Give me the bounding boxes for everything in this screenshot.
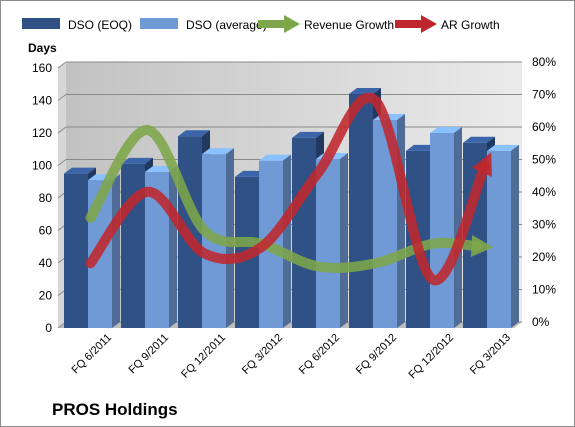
bar-side — [397, 114, 405, 328]
legend-label: Revenue Growth — [304, 18, 394, 32]
line-series — [85, 92, 492, 286]
bar-side — [169, 166, 177, 328]
legend-item: DSO (average) — [140, 18, 267, 32]
y-left-tick-label: 20 — [39, 289, 53, 303]
y-left-tick-label: 40 — [39, 256, 53, 270]
bar-front — [349, 94, 373, 328]
y-left-tick-label: 120 — [32, 126, 52, 140]
y-right-tick-label: 80% — [532, 55, 556, 69]
y-axis-title: Days — [28, 41, 57, 55]
y-left-tick-label: 0 — [45, 321, 52, 335]
bar-top — [202, 148, 234, 155]
bar-front — [487, 150, 511, 328]
bar-top — [487, 144, 519, 151]
legend-swatch — [140, 18, 178, 29]
legend-label: DSO (average) — [186, 18, 267, 32]
legend-item: Revenue Growth — [258, 15, 394, 33]
y-right-tick-label: 20% — [532, 250, 556, 264]
bar — [259, 154, 291, 328]
bar-side — [112, 174, 120, 328]
bar-top — [463, 136, 495, 143]
y-right-tick-label: 60% — [532, 120, 556, 134]
gridline-diag — [57, 159, 67, 166]
line-path — [85, 92, 490, 286]
bar-top — [349, 88, 381, 94]
bar-side — [340, 153, 348, 328]
bar-side — [511, 144, 519, 328]
bar — [487, 144, 519, 328]
bar-side — [454, 127, 462, 328]
bar-top — [64, 167, 96, 174]
bar-front — [292, 137, 316, 328]
y-right-tick-label: 10% — [532, 283, 556, 297]
bar-front — [316, 159, 340, 328]
y-left-tick-label: 100 — [32, 159, 52, 173]
bar-side — [283, 154, 291, 328]
y-left-tick-label: 140 — [32, 94, 52, 108]
bar-front — [64, 173, 88, 328]
bar-top — [430, 127, 462, 133]
y-left-tick-label: 60 — [39, 224, 53, 238]
line-arrowhead — [471, 152, 492, 177]
legend-item: AR Growth — [395, 15, 500, 33]
gridline-diag — [57, 61, 67, 69]
bar-top — [121, 157, 153, 164]
bar — [430, 127, 462, 328]
y-left-tick-label: 80 — [39, 191, 53, 205]
legend-arrow — [421, 15, 437, 33]
bar-top — [259, 154, 291, 161]
legend-item: DSO (EOQ) — [22, 18, 132, 32]
bar — [316, 153, 348, 328]
legend-arrow — [284, 15, 300, 33]
y-right-tick-label: 50% — [532, 153, 556, 167]
bar-top — [292, 131, 324, 138]
y-right-tick-label: 0% — [532, 315, 550, 329]
legend-swatch — [22, 18, 60, 29]
y-right-tick-label: 70% — [532, 88, 556, 102]
company-title: PROS Holdings — [52, 400, 178, 419]
gridline-diag — [57, 126, 67, 134]
line-arrowhead — [470, 234, 494, 257]
gridline-diag — [57, 94, 67, 101]
y-right-tick-label: 30% — [532, 218, 556, 232]
legend-label: AR Growth — [441, 18, 500, 32]
y-right-tick-label: 40% — [532, 185, 556, 199]
bar-top — [178, 130, 210, 137]
bar-front — [430, 133, 454, 328]
y-left-tick-label: 160 — [32, 61, 52, 75]
legend-label: DSO (EOQ) — [68, 18, 132, 32]
